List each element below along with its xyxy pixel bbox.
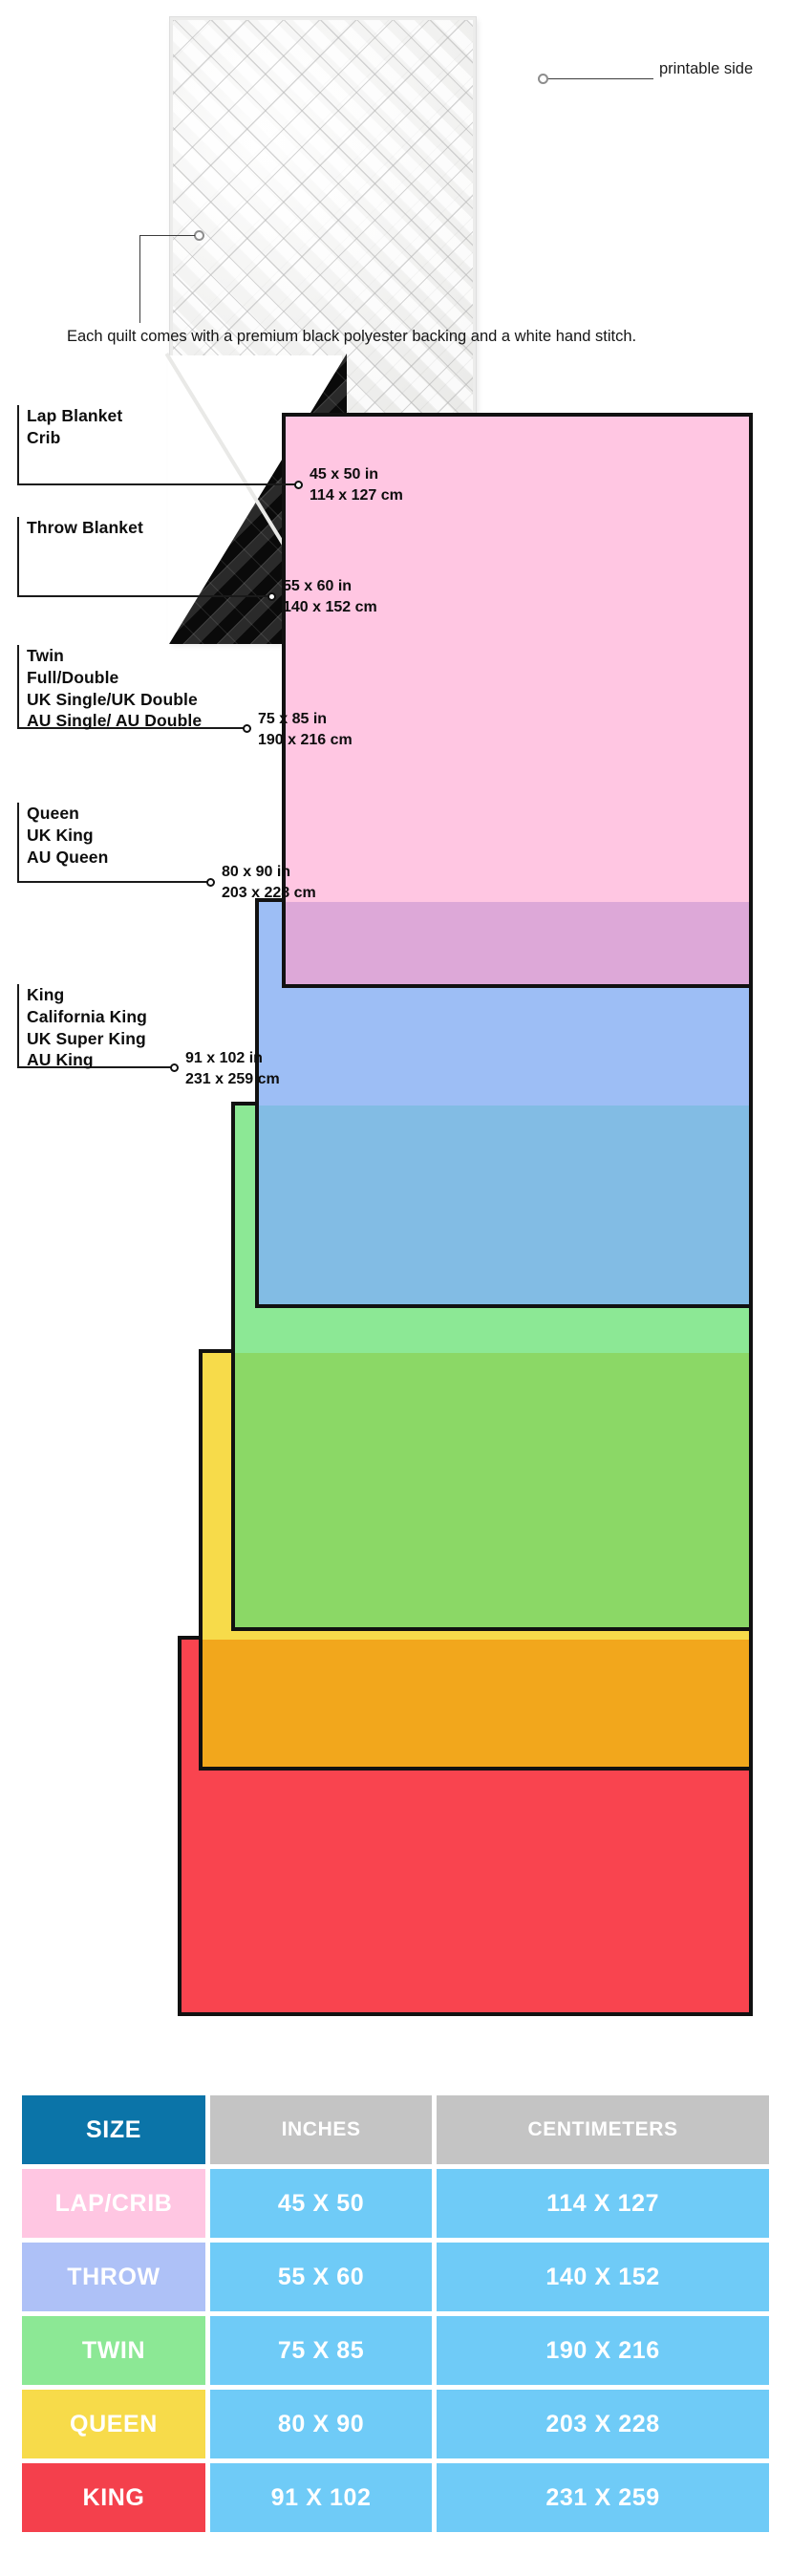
size-label-line: Throw Blanket [27,518,143,537]
size-label-twin: Twin Full/Double UK Single/UK Double AU … [27,645,202,732]
table-header-size: SIZE [22,2095,205,2164]
dimension-inches: 80 x 90 in [222,864,291,880]
table-row: LAP/CRIB 45 X 50 114 X 127 [22,2169,769,2238]
table-row: THROW 55 X 60 140 X 152 [22,2243,769,2311]
cell-cm-twin: 190 X 216 [437,2316,769,2385]
callout-dot-queen [206,878,215,887]
cell-size-twin: TWIN [22,2316,205,2385]
size-label-line: AU Single/ AU Double [27,711,203,731]
size-label-lap-crib: Lap Blanket Crib [27,405,122,449]
callout-dot-lap-crib [294,481,303,489]
callout-bracket-twin-vertical [17,645,19,729]
table-row: QUEEN 80 X 90 203 X 228 [22,2390,769,2458]
black-backing-leader-horizontal [139,235,195,237]
size-dimension-king: 91 x 102 in 231 x 259 cm [185,1048,280,1091]
cell-size-queen: QUEEN [22,2390,205,2458]
callout-dot-throw [267,592,276,601]
callout-dot-king [170,1063,179,1072]
table-header-row: SIZE INCHES CENTIMETERS [22,2095,769,2164]
cell-inches-king: 91 X 102 [210,2463,433,2532]
cell-cm-king: 231 X 259 [437,2463,769,2532]
size-label-line: Crib [27,427,61,447]
dimension-inches: 55 x 60 in [283,578,353,594]
dimension-cm: 190 x 216 cm [258,732,353,749]
table-row: TWIN 75 X 85 190 X 216 [22,2316,769,2385]
cell-inches-twin: 75 X 85 [210,2316,433,2385]
callout-dot-twin [243,724,251,733]
size-label-line: King [27,985,65,1004]
cell-size-king: KING [22,2463,205,2532]
cell-cm-queen: 203 X 228 [437,2390,769,2458]
size-chart-table: SIZE INCHES CENTIMETERS LAP/CRIB 45 X 50… [17,2091,774,2537]
size-label-line: UK Super King [27,1028,146,1048]
dimension-inches: 75 x 85 in [258,711,328,727]
dimension-inches: 91 x 102 in [185,1050,263,1066]
callout-bracket-queen-horizontal [17,881,214,883]
cell-size-lap-crib: LAP/CRIB [22,2169,205,2238]
size-label-queen: Queen UK King AU Queen [27,803,108,868]
cell-cm-throw: 140 X 152 [437,2243,769,2311]
size-label-line: Lap Blanket [27,406,123,425]
printable-side-leader-line [548,78,653,80]
overlap-throw-twin [259,1106,749,1304]
black-backing-leader-vertical [139,235,141,323]
overlap-twin-queen [235,1353,749,1627]
callout-bracket-king-vertical [17,984,19,1068]
printable-side-caption: printable side [659,60,754,77]
callout-bracket-queen-vertical [17,803,19,883]
size-label-line: Twin [27,646,64,665]
size-label-king: King California King UK Super King AU Ki… [27,984,147,1071]
dimension-cm: 140 x 152 cm [283,599,377,616]
callout-bracket-king-horizontal [17,1066,178,1068]
size-comparison-diagram: Lap Blanket Crib 45 x 50 in 114 x 127 cm… [17,405,753,2016]
size-dimension-lap-crib: 45 x 50 in 114 x 127 cm [310,464,403,507]
callout-bracket-lap-crib-horizontal [17,483,302,485]
size-label-line: AU King [27,1050,94,1070]
size-label-line: UK Single/UK Double [27,689,198,709]
table-header-centimeters: CENTIMETERS [437,2095,769,2164]
table-row: KING 91 X 102 231 X 259 [22,2463,769,2532]
dimension-cm: 231 x 259 cm [185,1071,280,1088]
table-header-inches: INCHES [210,2095,433,2164]
cell-inches-lap-crib: 45 X 50 [210,2169,433,2238]
size-label-throw: Throw Blanket [27,517,143,539]
callout-bracket-lap-crib-vertical [17,405,19,485]
size-label-line: AU Queen [27,847,109,867]
black-backing-marker [194,230,204,241]
size-dimension-queen: 80 x 90 in 203 x 228 cm [222,862,316,905]
cell-size-throw: THROW [22,2243,205,2311]
cell-inches-queen: 80 X 90 [210,2390,433,2458]
size-dimension-throw: 55 x 60 in 140 x 152 cm [283,576,377,619]
dimension-cm: 203 x 228 cm [222,885,316,902]
cell-inches-throw: 55 X 60 [210,2243,433,2311]
dimension-inches: 45 x 50 in [310,466,379,483]
printable-side-marker [538,74,548,84]
size-label-line: Full/Double [27,667,119,687]
cell-cm-lap-crib: 114 X 127 [437,2169,769,2238]
overlap-lap-throw [286,902,749,984]
size-label-line: California King [27,1006,147,1026]
size-label-line: Queen [27,804,79,823]
size-dimension-twin: 75 x 85 in 190 x 216 cm [258,709,353,752]
callout-bracket-throw-vertical [17,517,19,597]
dimension-cm: 114 x 127 cm [310,487,403,504]
backing-caption: Each quilt comes with a premium black po… [67,328,637,345]
overlap-queen-king [203,1640,749,1767]
size-rect-lap-crib [282,413,753,988]
callout-bracket-twin-horizontal [17,727,250,729]
size-label-line: UK King [27,825,94,845]
callout-bracket-throw-horizontal [17,595,275,597]
